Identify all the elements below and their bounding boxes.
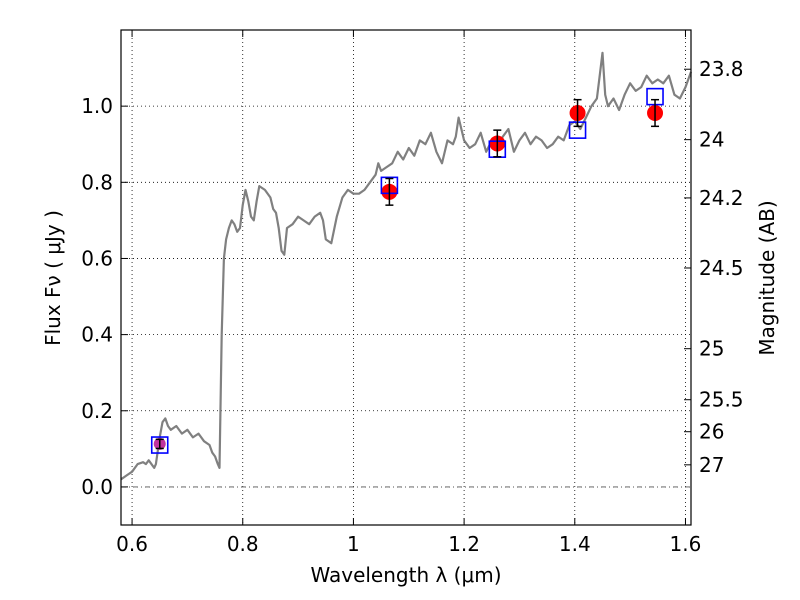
model-magnitude-square [150,436,169,454]
y-axis-right-title: Magnitude (AB) [755,200,779,355]
y-tick-label: 0.2 [81,399,113,423]
ticks-layer: 0.6 0.8 1 1.2 1.4 1.6 0.0 0.2 0.4 0.6 0.8 1.0 23.8 24… [81,30,744,556]
plot-area [121,30,691,525]
right-tick-label: 27 [699,453,724,477]
right-tick-label: 26 [699,420,724,444]
right-tick-label: 25.5 [699,388,744,412]
y-tick-label: 0.4 [81,323,113,347]
markers-layer [150,87,664,454]
right-tick-label: 24.5 [699,256,744,280]
right-tick-label: 25 [699,337,724,361]
y-tick-label: 0.6 [81,246,113,270]
y-tick-label: 1.0 [81,94,113,118]
spectrum-layer [120,51,693,481]
y-tick-label: 0.0 [81,475,113,499]
right-tick-label: 23.8 [699,57,744,81]
x-tick-label: 0.6 [116,532,148,556]
y-tick-label: 0.8 [81,170,113,194]
x-axis-title: Wavelength λ (μm) [310,563,501,587]
x-tick-label: 1.4 [559,532,591,556]
x-tick-label: 1 [347,532,360,556]
x-tick-label: 1.2 [448,532,480,556]
spectrum-line [120,51,693,481]
x-tick-label: 0.8 [227,532,259,556]
right-tick-label: 24.2 [699,186,744,210]
plot-frame [120,29,692,526]
x-tick-label: 1.6 [670,532,702,556]
y-axis-title: Flux Fν ( μJy ) [41,210,65,346]
right-tick-label: 24 [699,128,724,152]
